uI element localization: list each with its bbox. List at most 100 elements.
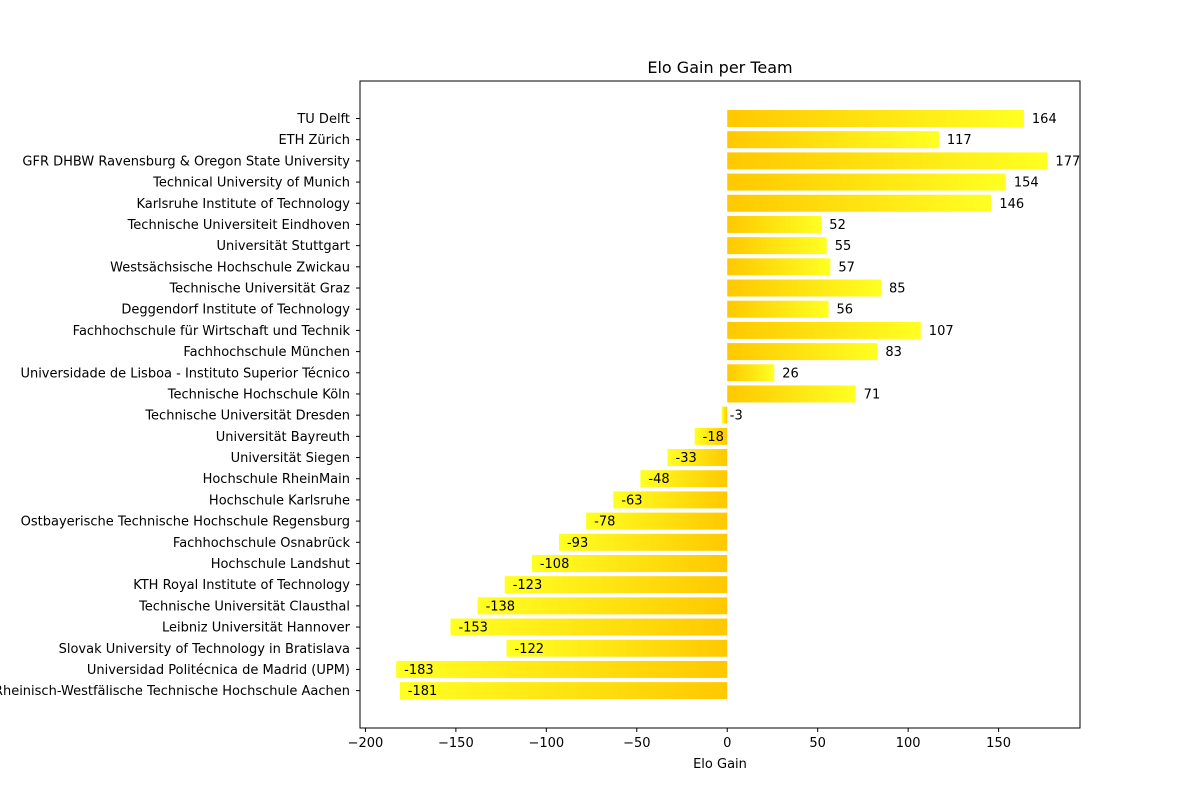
- data-label: -123: [513, 578, 543, 593]
- y-tick-label: Universidade de Lisboa - Instituto Super…: [20, 366, 350, 381]
- bar: [640, 470, 728, 488]
- bar: [506, 639, 728, 657]
- data-label: -183: [404, 663, 434, 678]
- bar: [727, 110, 1024, 127]
- bar: [727, 385, 856, 403]
- bar: [727, 194, 992, 212]
- bar: [396, 660, 728, 678]
- bar: [450, 618, 728, 636]
- data-labels-group: 1641171771541465255578556107832671-3-18-…: [404, 112, 1080, 699]
- bar: [727, 300, 829, 318]
- bar: [727, 321, 921, 339]
- bar: [613, 491, 728, 509]
- y-tick-label: TU Delft: [296, 112, 350, 127]
- data-label: -181: [408, 684, 438, 699]
- data-label: 164: [1032, 112, 1057, 127]
- data-label: -48: [648, 472, 669, 487]
- data-label: -3: [730, 409, 743, 424]
- data-label: -93: [567, 536, 588, 551]
- data-label: -63: [621, 493, 642, 508]
- y-tick-label: GFR DHBW Ravensburg & Oregon State Unive…: [22, 154, 350, 169]
- plot-frame: [359, 80, 1081, 729]
- data-label: -122: [515, 642, 545, 657]
- data-label: -78: [594, 515, 615, 530]
- data-label: 117: [947, 133, 972, 148]
- data-label: 177: [1055, 154, 1080, 169]
- data-label: 26: [782, 366, 799, 381]
- bar: [727, 215, 822, 233]
- x-tick-label: 100: [896, 736, 921, 751]
- bar: [667, 449, 728, 467]
- data-label: 85: [889, 282, 906, 297]
- data-label: 83: [885, 345, 902, 360]
- bar: [399, 682, 728, 700]
- y-tick-label: Technische Universität Graz: [168, 282, 350, 297]
- plot-area: 1641171771541465255578556107832671-3-18-…: [359, 80, 1081, 729]
- bar: [727, 237, 827, 255]
- bar: [558, 533, 728, 551]
- bar: [721, 406, 728, 424]
- x-tick-label: 50: [809, 736, 826, 751]
- y-tick-label: Slovak University of Technology in Brati…: [59, 642, 350, 657]
- y-tick-label: Hochschule Landshut: [211, 557, 350, 572]
- y-tick-label: ETH Zürich: [278, 133, 350, 148]
- data-label: 57: [838, 260, 855, 275]
- bar: [477, 597, 728, 615]
- y-tick-label: Fachhochschule Osnabrück: [173, 536, 351, 551]
- data-label: 146: [999, 197, 1024, 212]
- y-tick-label: Universität Stuttgart: [216, 239, 350, 254]
- data-label: -33: [676, 451, 697, 466]
- y-tick-label: Hochschule RheinMain: [203, 472, 350, 487]
- y-tick-label: Universidad Politécnica de Madrid (UPM): [87, 663, 350, 678]
- data-label: 107: [929, 324, 954, 339]
- bar: [586, 512, 728, 530]
- data-label: -153: [458, 621, 488, 636]
- data-label: 154: [1014, 176, 1039, 191]
- bar: [727, 152, 1048, 170]
- data-label: 55: [835, 239, 852, 254]
- bars-group: [396, 110, 1048, 700]
- y-tick-label: Leibniz Universität Hannover: [162, 621, 351, 636]
- y-tick-label: Westsächsische Hochschule Zwickau: [110, 260, 350, 275]
- data-label: 52: [829, 218, 846, 233]
- y-tick-label: Universität Siegen: [231, 451, 350, 466]
- y-tick-label: Rheinisch-Westfälische Technische Hochsc…: [0, 684, 350, 699]
- bar: [727, 364, 775, 382]
- y-tick-label: Technische Universität Dresden: [144, 409, 350, 424]
- chart-title: Elo Gain per Team: [647, 58, 792, 77]
- bar: [694, 427, 728, 445]
- x-axis-title: Elo Gain: [693, 757, 747, 772]
- x-tick-label: −100: [528, 736, 564, 751]
- data-label: 56: [837, 303, 854, 318]
- x-tick-label: −200: [348, 736, 384, 751]
- bar: [504, 576, 728, 594]
- y-tick-label: Technische Universiteit Eindhoven: [127, 218, 350, 233]
- data-label: -108: [540, 557, 570, 572]
- bar: [727, 343, 878, 361]
- bar: [727, 258, 831, 276]
- bar: [727, 279, 882, 297]
- bar: [727, 131, 939, 149]
- y-tick-label: Ostbayerische Technische Hochschule Rege…: [21, 515, 350, 530]
- data-label: -18: [703, 430, 724, 445]
- y-tick-label: Hochschule Karlsruhe: [209, 493, 350, 508]
- y-axis: TU Delft ETH Zürich GFR DHBW Ravensburg & …: [0, 112, 360, 699]
- x-tick-label: 150: [986, 736, 1011, 751]
- y-tick-label: Fachhochschule für Wirtschaft und Techni…: [73, 324, 351, 339]
- bar: [531, 554, 728, 572]
- x-tick-label: 0: [723, 736, 731, 751]
- y-tick-label: Deggendorf Institute of Technology: [121, 303, 350, 318]
- data-label: -138: [486, 599, 516, 614]
- y-tick-label: KTH Royal Institute of Technology: [133, 578, 350, 593]
- x-tick-label: −150: [438, 736, 474, 751]
- x-tick-label: −50: [623, 736, 650, 751]
- y-tick-label: Technische Hochschule Köln: [167, 387, 350, 402]
- y-tick-label: Karlsruhe Institute of Technology: [136, 197, 350, 212]
- y-tick-label: Technical University of Munich: [152, 176, 350, 191]
- data-label: 71: [864, 387, 881, 402]
- y-tick-label: Fachhochschule München: [183, 345, 350, 360]
- y-tick-label: Universität Bayreuth: [216, 430, 350, 445]
- x-axis: −200 −150 −100 −50 0 50 100 150: [348, 728, 1011, 751]
- bar: [727, 173, 1006, 191]
